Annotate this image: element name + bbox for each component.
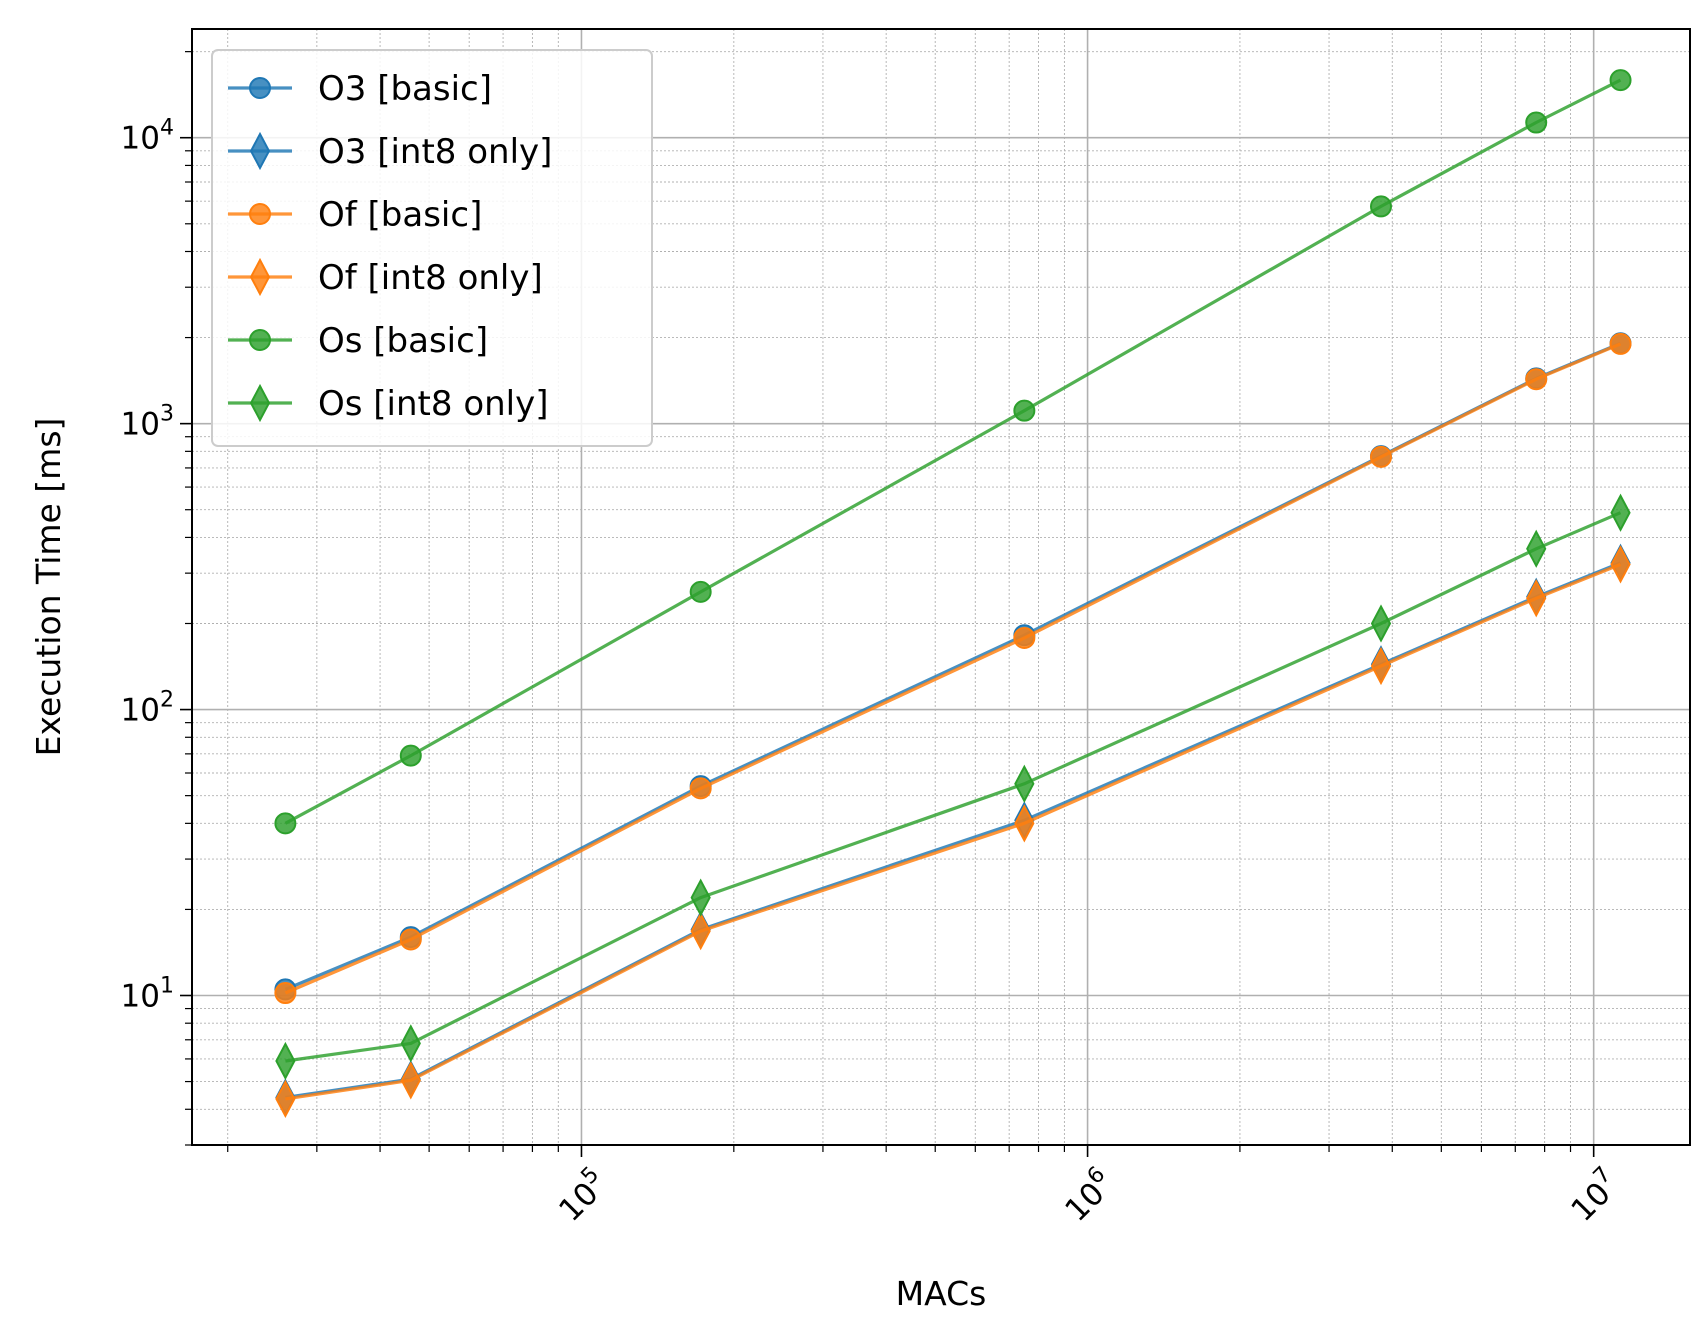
data-point	[1370, 646, 1392, 686]
series-2	[274, 332, 1632, 1005]
y-tick-label-exponent: 3	[160, 402, 174, 427]
legend-entry: O3 [basic]	[228, 69, 492, 109]
data-point	[690, 911, 711, 951]
series-layer	[274, 69, 1632, 1118]
y-tick-label-base: 10	[121, 693, 160, 729]
legend-label: Of [int8 only]	[318, 258, 543, 298]
y-tick-label-exponent: 2	[160, 688, 174, 713]
data-point	[399, 928, 422, 951]
data-point	[689, 777, 712, 800]
legend-entry: O3 [int8 only]	[228, 131, 552, 172]
y-tick-label-base: 10	[121, 407, 160, 443]
y-tick-label-base: 10	[121, 121, 160, 157]
legend-marker	[249, 203, 271, 225]
x-tick-label: 107	[1561, 1162, 1628, 1229]
y-tick-label-exponent: 4	[160, 116, 174, 141]
data-point	[274, 812, 297, 835]
data-point	[275, 1079, 296, 1118]
data-point	[1526, 579, 1547, 618]
legend-entry: Of [int8 only]	[228, 257, 543, 298]
data-point	[1610, 493, 1631, 532]
series-4	[274, 69, 1632, 835]
legend-entry: Of [basic]	[228, 195, 482, 235]
legend-marker	[249, 383, 271, 423]
y-axis-label: Execution Time [ms]	[29, 418, 68, 757]
data-point	[274, 982, 297, 1005]
data-point	[1609, 332, 1632, 355]
x-tick-label: 105	[549, 1162, 616, 1229]
data-point	[1609, 69, 1632, 92]
series-5	[275, 493, 1631, 1081]
legend-marker	[249, 77, 271, 99]
data-point	[690, 878, 711, 917]
legend-label: Of [basic]	[318, 195, 482, 235]
data-point	[1014, 764, 1035, 803]
legend: O3 [basic] O3 [int8 only] Of [basic] Of [in…	[211, 49, 653, 447]
data-point	[400, 1024, 421, 1063]
data-point	[1525, 111, 1548, 134]
legend-label: O3 [int8 only]	[318, 132, 552, 172]
legend-marker	[249, 131, 271, 171]
data-point	[689, 580, 712, 603]
data-point	[400, 1061, 421, 1100]
y-tick-label: 104	[121, 116, 174, 157]
plot-frame	[191, 28, 1691, 1146]
data-point	[1610, 545, 1631, 584]
legend-label: Os [basic]	[318, 321, 488, 361]
legend-label: Os [int8 only]	[318, 384, 549, 424]
data-point	[275, 1041, 296, 1081]
legend-marker	[249, 329, 271, 351]
data-point	[1370, 604, 1392, 643]
legend-entry: Os [basic]	[228, 321, 488, 361]
data-point	[1014, 804, 1035, 843]
y-tick-label-base: 10	[121, 978, 160, 1014]
y-tick-label: 103	[121, 402, 174, 443]
legend-box	[211, 49, 653, 447]
legend-label: O3 [basic]	[318, 69, 492, 109]
data-point	[1370, 445, 1393, 468]
series-3	[275, 545, 1631, 1118]
y-tick-label: 101	[121, 973, 174, 1014]
data-point	[1525, 368, 1548, 391]
data-point	[1526, 529, 1547, 568]
y-tick-label-exponent: 1	[160, 973, 174, 998]
legend-entry: Os [int8 only]	[228, 383, 549, 424]
data-point	[1013, 626, 1036, 649]
data-point	[1370, 195, 1393, 218]
x-axis-label: MACs	[896, 1274, 987, 1313]
y-tick-label: 102	[121, 688, 174, 729]
legend-marker	[249, 257, 271, 297]
data-point	[399, 744, 422, 767]
x-tick-label: 106	[1055, 1162, 1122, 1229]
data-point	[1013, 399, 1036, 422]
